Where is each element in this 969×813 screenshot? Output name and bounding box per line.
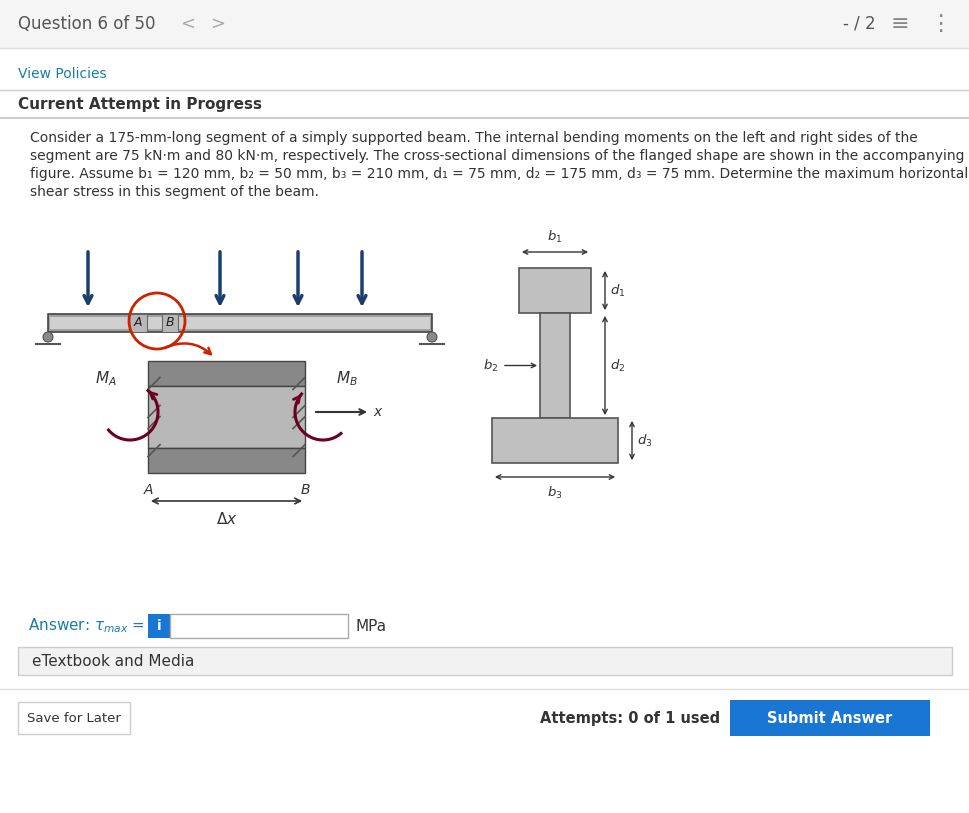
Text: $b_1$: $b_1$ [547, 229, 562, 245]
Text: <: < [180, 15, 196, 33]
Circle shape [426, 332, 437, 342]
Text: $d_2$: $d_2$ [610, 358, 625, 373]
Text: $d_1$: $d_1$ [610, 282, 625, 298]
Bar [148, 614, 170, 638]
Text: $M_B$: $M_B$ [335, 370, 358, 389]
Bar [18, 647, 951, 675]
Bar [47, 314, 431, 332]
Text: Consider a 175-mm-long segment of a simply supported beam. The internal bending : Consider a 175-mm-long segment of a simp… [30, 131, 917, 145]
Text: >: > [210, 15, 225, 33]
Bar [0, 0, 969, 48]
Text: - / 2: - / 2 [842, 15, 875, 33]
Bar [162, 314, 178, 332]
Text: Attempts: 0 of 1 used: Attempts: 0 of 1 used [540, 711, 719, 725]
Text: B: B [166, 316, 174, 329]
Text: segment are 75 kN·m and 80 kN·m, respectively. The cross-sectional dimensions of: segment are 75 kN·m and 80 kN·m, respect… [30, 149, 963, 163]
Text: MPa: MPa [356, 619, 387, 633]
Text: Answer: $\tau_{max}$ =: Answer: $\tau_{max}$ = [28, 616, 144, 635]
Text: B: B [300, 483, 309, 497]
Bar [129, 314, 147, 332]
Bar [50, 317, 429, 329]
Text: figure. Assume b₁ = 120 mm, b₂ = 50 mm, b₃ = 210 mm, d₁ = 75 mm, d₂ = 175 mm, d₃: figure. Assume b₁ = 120 mm, b₂ = 50 mm, … [30, 167, 967, 181]
Bar [148, 448, 304, 473]
Text: x: x [373, 405, 381, 419]
Bar [540, 313, 570, 418]
Text: ≡: ≡ [890, 14, 908, 34]
Bar [148, 361, 304, 385]
Text: i: i [157, 619, 161, 633]
Text: Submit Answer: Submit Answer [766, 711, 891, 725]
Bar [170, 614, 348, 638]
Text: Question 6 of 50: Question 6 of 50 [18, 15, 155, 33]
Bar [18, 702, 130, 734]
Text: A: A [143, 483, 152, 497]
Text: $d_3$: $d_3$ [637, 433, 652, 449]
Bar [491, 418, 617, 463]
Bar [148, 385, 304, 448]
Text: $M_A$: $M_A$ [95, 370, 116, 389]
Text: ⋮: ⋮ [928, 14, 951, 34]
Text: View Policies: View Policies [18, 67, 107, 81]
Text: $b_3$: $b_3$ [547, 485, 562, 501]
Text: shear stress in this segment of the beam.: shear stress in this segment of the beam… [30, 185, 319, 199]
Bar [518, 268, 590, 313]
Bar [730, 700, 929, 736]
Text: eTextbook and Media: eTextbook and Media [32, 654, 194, 668]
Text: $\Delta x$: $\Delta x$ [215, 511, 237, 527]
Text: $b_2$: $b_2$ [483, 358, 497, 373]
Text: Current Attempt in Progress: Current Attempt in Progress [18, 98, 262, 112]
Text: Save for Later: Save for Later [27, 711, 121, 724]
Circle shape [43, 332, 53, 342]
Text: A: A [134, 316, 142, 329]
